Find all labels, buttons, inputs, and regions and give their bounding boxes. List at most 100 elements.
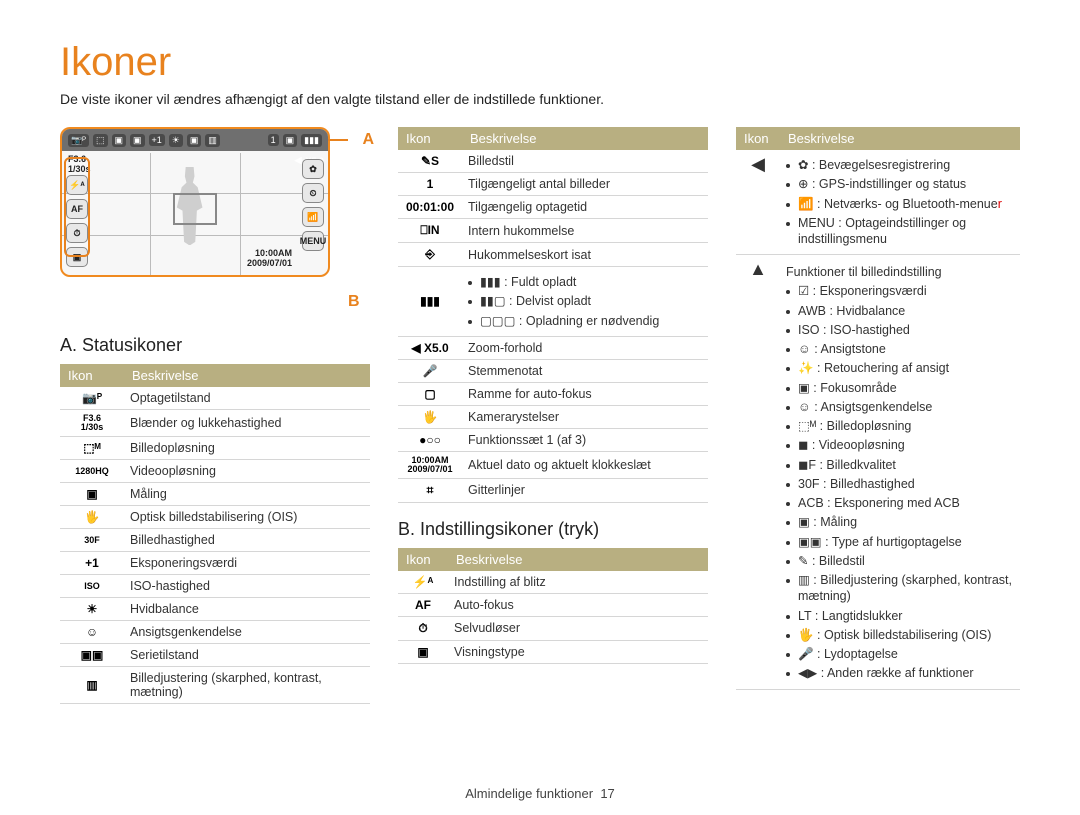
- table-row: AFAuto-fokus: [398, 593, 708, 616]
- lcd-datetime: 10:00AM2009/07/01: [247, 249, 292, 269]
- table-row: ⬚ᴹBilledopløsning: [60, 437, 370, 460]
- lcd-top-bar: 📷ᴾ⬚▣▣ +1☀▣▥ 1▣▮▮▮: [62, 129, 328, 151]
- desc-cell: Hukommelseskort isat: [462, 243, 708, 267]
- table-A2: Ikon Beskrivelse ✎SBilledstil1Tilgængeli…: [398, 127, 708, 503]
- list-item: ▮▮▢ : Delvist opladt: [468, 293, 702, 309]
- desc-cell: Hvidbalance: [124, 598, 370, 621]
- lcd-left-button: ⏱: [66, 223, 88, 243]
- table-row: 1Tilgængeligt antal billeder: [398, 173, 708, 196]
- list-item: ◀▶ : Anden række af funktioner: [786, 665, 1014, 681]
- table-row: 30FBilledhastighed: [60, 529, 370, 552]
- desc-cell: Selvudløser: [448, 616, 708, 640]
- desc-cell: Billedhastighed: [124, 529, 370, 552]
- table-row: ●○○Funktionssæt 1 (af 3): [398, 428, 708, 451]
- lcd-right-button: 📶: [302, 207, 324, 227]
- list-item: 📶 : Netværks- og Bluetooth-menuer: [786, 196, 1014, 212]
- list-item: ◼F : Billedkvalitet: [786, 457, 1014, 473]
- icon-cell: F3.61/30s: [60, 410, 124, 437]
- table-A2-head-desc: Beskrivelse: [462, 127, 708, 150]
- list-item: ✿ : Bevægelsesregistrering: [786, 157, 1014, 173]
- page-title: Ikoner: [60, 40, 1020, 85]
- icon-cell: 🖐: [398, 405, 462, 428]
- lcd-aperture-shutter: F3.61/30s: [68, 155, 91, 175]
- table-B-head-ikon: Ikon: [398, 548, 448, 571]
- list-item: 🎤 : Lydoptagelse: [786, 646, 1014, 662]
- list-item: ⬚ᴹ : Billedopløsning: [786, 418, 1014, 434]
- arrow-cell: ◀: [736, 150, 780, 255]
- icon-cell: ▣▣: [60, 644, 124, 667]
- page-footer: Almindelige funktioner 17: [0, 786, 1080, 801]
- icon-cell: ▥: [60, 667, 124, 704]
- desc-cell: Gitterlinjer: [462, 478, 708, 502]
- icon-cell: ISO: [60, 575, 124, 598]
- list-item: ▣ : Måling: [786, 514, 1014, 530]
- table-row: 📷ᴾOptagetilstand: [60, 387, 370, 410]
- icon-cell: ⎕IN: [398, 219, 462, 243]
- desc-cell: Tilgængeligt antal billeder: [462, 173, 708, 196]
- table-row: ▲Funktioner til billedindstilling☑ : Eks…: [736, 255, 1020, 689]
- desc-cell: ISO-hastighed: [124, 575, 370, 598]
- desc-cell: Funktionssæt 1 (af 3): [462, 428, 708, 451]
- list-item: ▥ : Billedjustering (skarphed, kontrast,…: [786, 572, 1014, 605]
- lcd-left-button: AF: [66, 199, 88, 219]
- table-row: ⚡ᴬIndstilling af blitz: [398, 571, 708, 594]
- list-item: ▢▢▢ : Opladning er nødvendig: [468, 313, 702, 329]
- list-item: MENU : Optageindstillinger og indstillin…: [786, 215, 1014, 248]
- lcd-left-button: ▣: [66, 247, 88, 267]
- list-item: 30F : Billedhastighed: [786, 476, 1014, 492]
- list-item: ISO : ISO-hastighed: [786, 322, 1014, 338]
- table-C: Ikon Beskrivelse ◀✿ : Bevægelsesregistre…: [736, 127, 1020, 690]
- desc-cell: Optisk billedstabilisering (OIS): [124, 506, 370, 529]
- lcd-right-button: MENU: [302, 231, 324, 251]
- icon-cell: 📷ᴾ: [60, 387, 124, 410]
- table-row: 🖐Optisk billedstabilisering (OIS): [60, 506, 370, 529]
- icon-cell: 🖐: [60, 506, 124, 529]
- table-row: 🖐Kamerarystelser: [398, 405, 708, 428]
- table-A: Ikon Beskrivelse 📷ᴾOptagetilstandF3.61/3…: [60, 364, 370, 704]
- table-row: ◀✿ : Bevægelsesregistrering⊕ : GPS-indst…: [736, 150, 1020, 255]
- sub-heading: Funktioner til billedindstilling: [786, 265, 1014, 279]
- list-item: ▣ : Fokusområde: [786, 380, 1014, 396]
- callout-B: B: [348, 293, 360, 311]
- desc-cell: Aktuel dato og aktuelt klokkeslæt: [462, 451, 708, 478]
- icon-cell: ⎆: [398, 243, 462, 267]
- lcd-right-button: ✿: [302, 159, 324, 179]
- icon-cell: ✎S: [398, 150, 462, 173]
- table-row: ▣▣Serietilstand: [60, 644, 370, 667]
- lcd-af-box: [173, 193, 217, 225]
- icon-cell: +1: [60, 552, 124, 575]
- desc-cell: Videoopløsning: [124, 460, 370, 483]
- list-item: 🖐 : Optisk billedstabilisering (OIS): [786, 627, 1014, 643]
- table-row: ▣Visningstype: [398, 640, 708, 663]
- callout-A: A: [362, 131, 374, 149]
- desc-cell: Zoom-forhold: [462, 336, 708, 359]
- desc-cell: Billedstil: [462, 150, 708, 173]
- icon-cell: ☀: [60, 598, 124, 621]
- icon-cell: 00:01:00: [398, 196, 462, 219]
- section-B-heading: B. Indstillingsikoner (tryk): [398, 519, 708, 540]
- desc-cell: Intern hukommelse: [462, 219, 708, 243]
- icon-cell: ⏱: [398, 616, 448, 640]
- icon-cell: ⌗: [398, 478, 462, 502]
- table-row: ⏱Selvudløser: [398, 616, 708, 640]
- desc-cell: Indstilling af blitz: [448, 571, 708, 594]
- table-row: ▥Billedjustering (skarphed, kontrast, mæ…: [60, 667, 370, 704]
- table-row: ▢Ramme for auto-fokus: [398, 382, 708, 405]
- list-item: ☺ : Ansigtsgenkendelse: [786, 399, 1014, 415]
- table-row: ◀ X5.0Zoom-forhold: [398, 336, 708, 359]
- icon-cell: 1280HQ: [60, 460, 124, 483]
- icon-cell: 30F: [60, 529, 124, 552]
- table-A2-head-ikon: Ikon: [398, 127, 462, 150]
- icon-cell: 10:00AM2009/07/01: [398, 451, 462, 478]
- lcd-right-icons: ✿⏲📶MENU: [302, 159, 324, 251]
- desc-cell: Visningstype: [448, 640, 708, 663]
- lcd-left-button: ⚡ᴬ: [66, 175, 88, 195]
- table-row: 10:00AM2009/07/01Aktuel dato og aktuelt …: [398, 451, 708, 478]
- desc-cell: Blænder og lukkehastighed: [124, 410, 370, 437]
- icon-cell: ▮▮▮: [398, 267, 462, 337]
- table-row: ISOISO-hastighed: [60, 575, 370, 598]
- list-item: ☺ : Ansigtstone: [786, 341, 1014, 357]
- table-row: ⎕INIntern hukommelse: [398, 219, 708, 243]
- icon-cell: ☺: [60, 621, 124, 644]
- list-item: ACB : Eksponering med ACB: [786, 495, 1014, 511]
